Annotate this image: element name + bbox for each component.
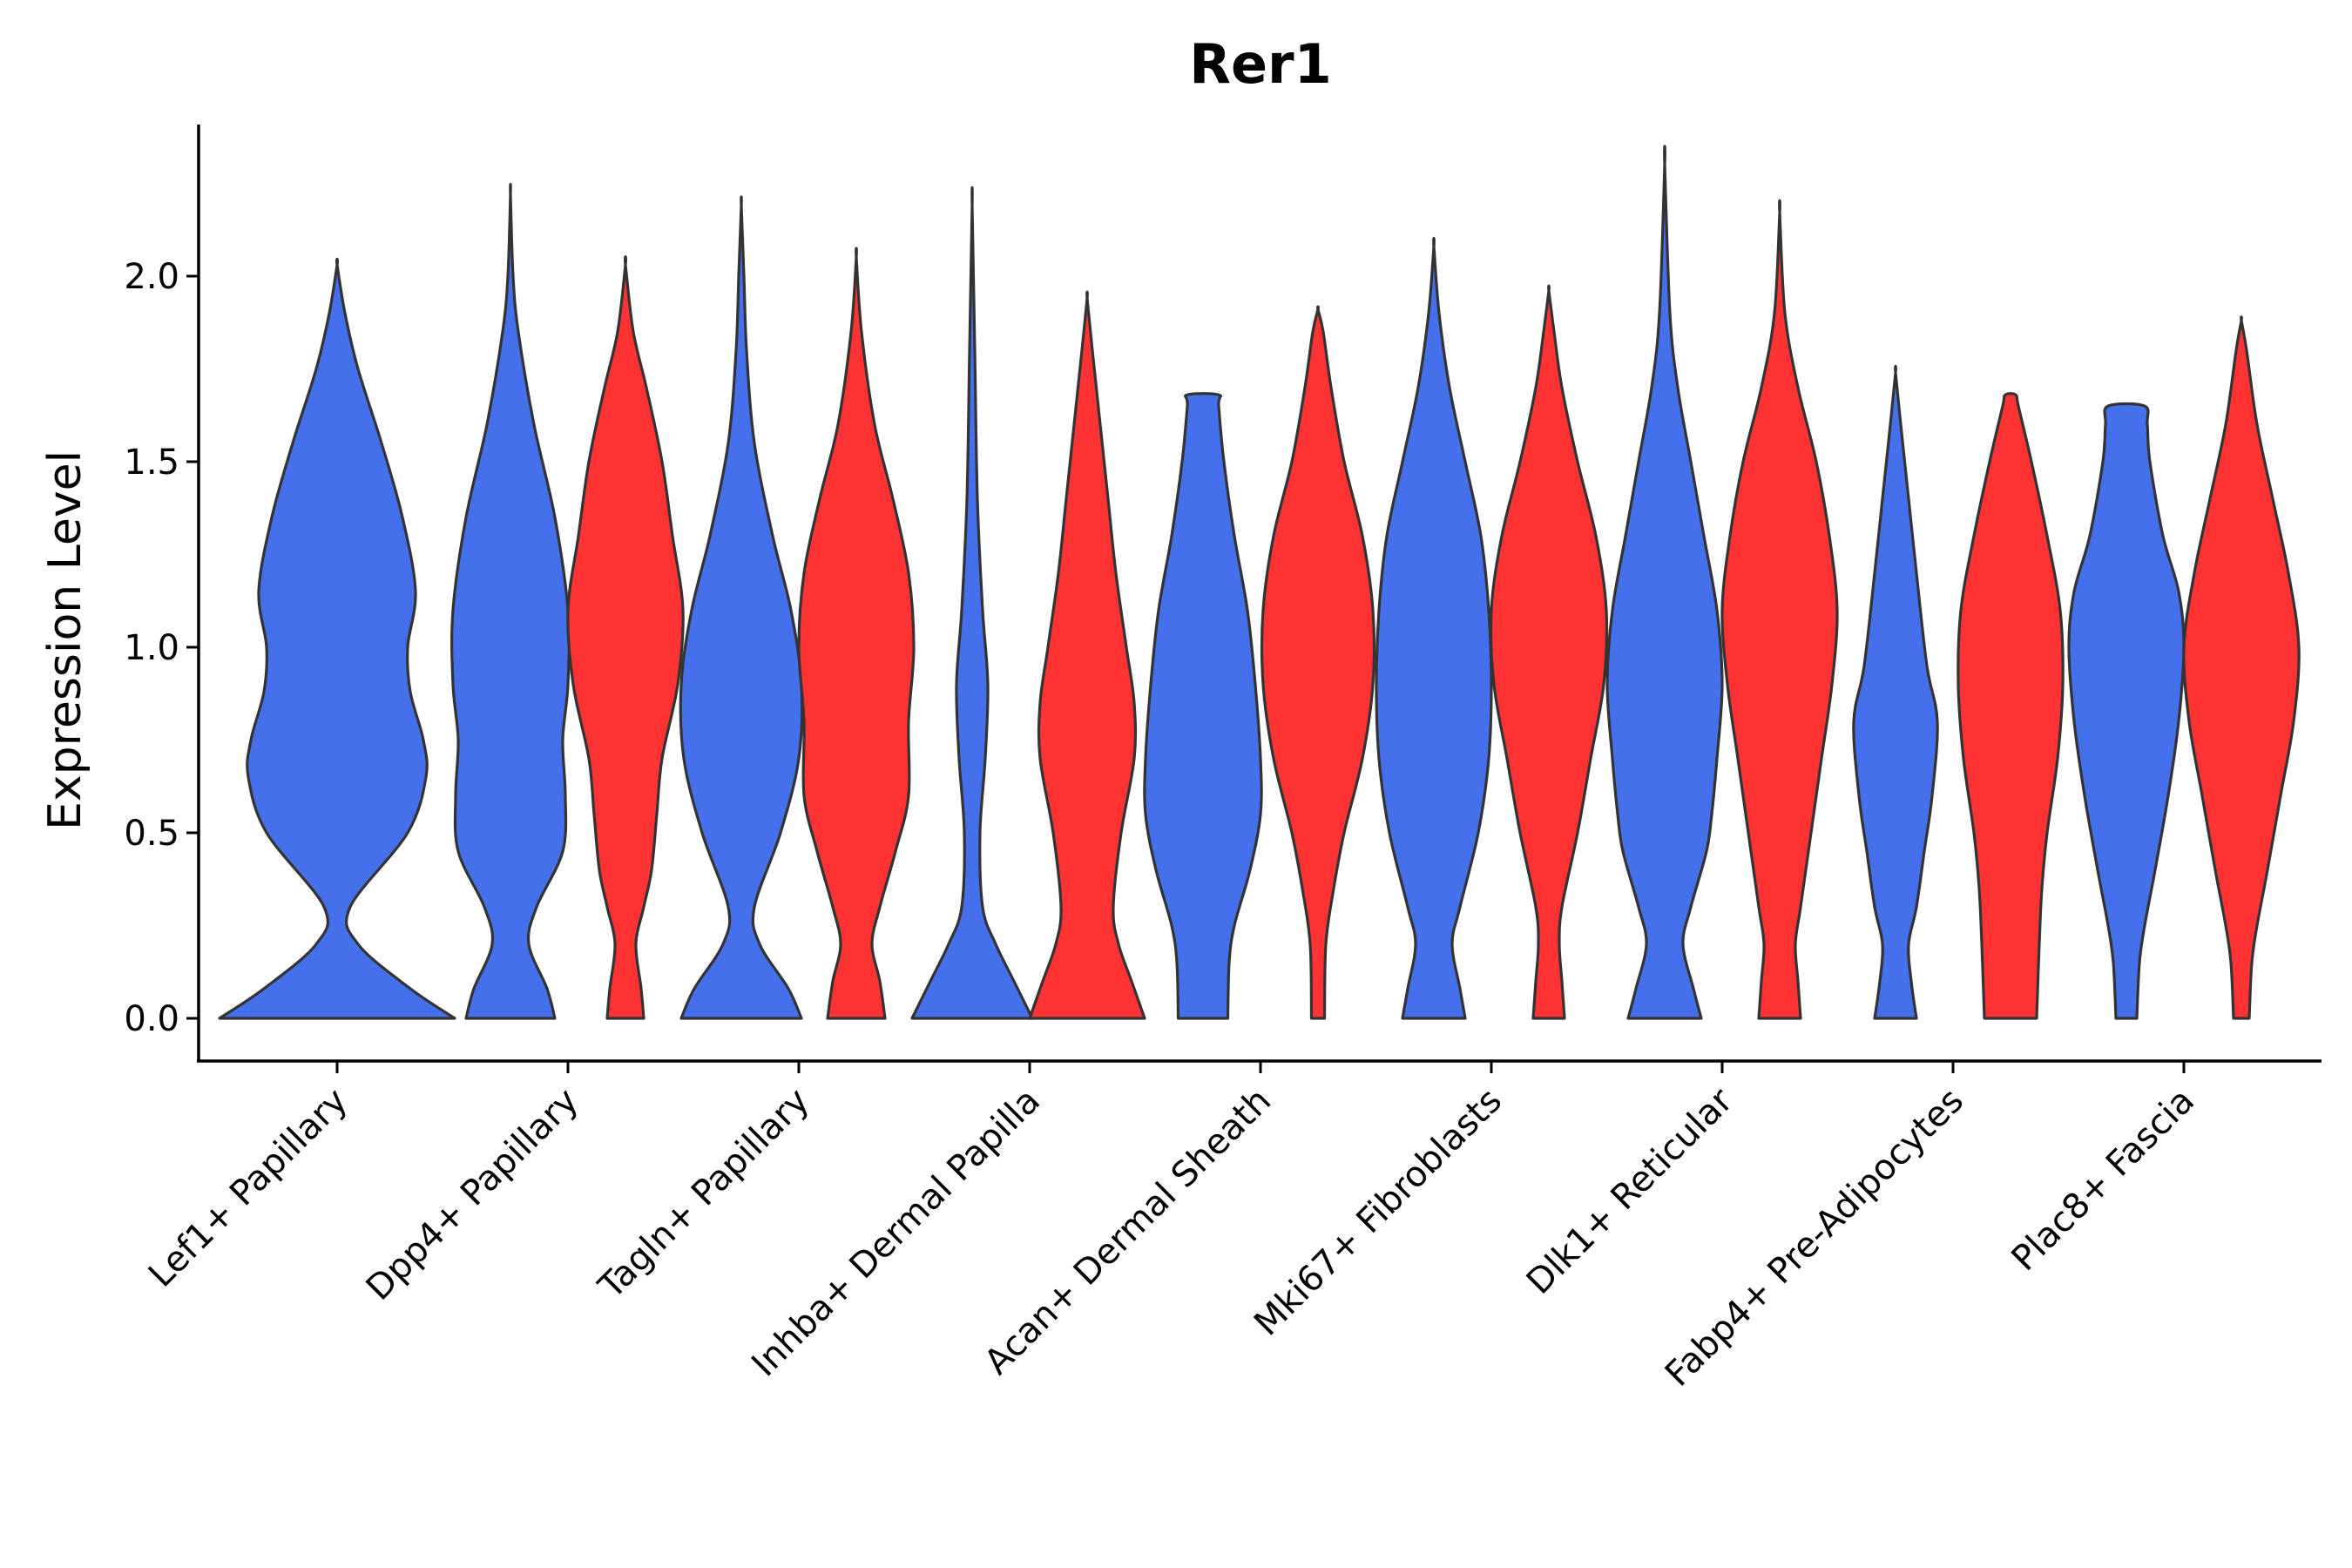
x-tick-label: Dlk1+ Reticular bbox=[1519, 1080, 1741, 1302]
y-tick-label: 1.0 bbox=[124, 628, 179, 668]
violin-red bbox=[1028, 290, 1146, 1020]
violin-red bbox=[2182, 315, 2301, 1020]
x-tick-label: Lef1+ Papillary bbox=[141, 1081, 355, 1295]
x-tick-label: Dpp4+ Papillary bbox=[359, 1081, 586, 1308]
y-axis-label: Expression Level bbox=[39, 450, 91, 830]
x-axis-ticks: Lef1+ Papillary Dpp4+ Papillary Tagln+ Pap… bbox=[141, 1061, 2202, 1395]
violin-blue bbox=[218, 257, 456, 1020]
violin-red bbox=[566, 254, 685, 1020]
violin-red bbox=[1260, 305, 1376, 1020]
x-tick-label: Mki67+ Fibroblasts bbox=[1247, 1081, 1510, 1344]
y-tick-label: 1.5 bbox=[124, 443, 179, 483]
y-tick-label: 2.0 bbox=[124, 257, 179, 297]
violin-red bbox=[1957, 392, 2065, 1020]
violin-red bbox=[1489, 284, 1609, 1020]
violin-blue bbox=[910, 186, 1034, 1020]
chart-title: Rer1 bbox=[1189, 32, 1332, 96]
violin-blue bbox=[1605, 145, 1724, 1020]
violin-red bbox=[797, 247, 916, 1020]
violin-blue bbox=[1852, 364, 1939, 1020]
violin-red bbox=[1720, 199, 1839, 1020]
y-axis-ticks: 0.0 0.5 1.0 1.5 2.0 bbox=[124, 257, 199, 1039]
violin-blue bbox=[679, 195, 804, 1020]
violin-blue bbox=[2067, 402, 2186, 1020]
x-tick-label: Tagln+ Papillary bbox=[591, 1081, 817, 1308]
violin-blue bbox=[1143, 392, 1263, 1020]
violin-group bbox=[218, 145, 2301, 1020]
violin-blue bbox=[1375, 236, 1493, 1020]
violin-blue bbox=[450, 182, 571, 1020]
y-tick-label: 0.5 bbox=[124, 814, 179, 854]
x-tick-label: Plac8+ Fascia bbox=[2004, 1081, 2203, 1280]
y-tick-label: 0.0 bbox=[124, 999, 179, 1039]
